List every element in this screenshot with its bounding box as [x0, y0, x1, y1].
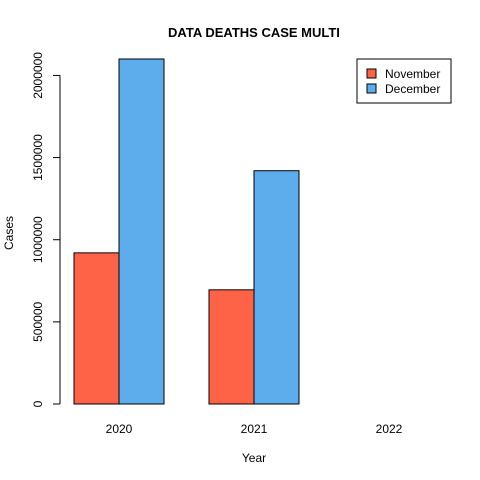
legend-swatch-december [366, 83, 377, 94]
x-axis: 2020 2021 2022 [106, 422, 403, 436]
y-tick-label: 0 [31, 400, 45, 407]
bar-november-2021 [208, 289, 255, 405]
x-tick-label: 2020 [106, 422, 133, 436]
bar-november-2020 [73, 252, 120, 405]
x-axis-label: Year [242, 451, 266, 465]
legend-label-november: November [385, 67, 440, 81]
bar-december-2021 [253, 170, 300, 405]
x-tick-label: 2022 [376, 422, 403, 436]
y-tick-label: 500000 [31, 302, 45, 342]
legend-box [356, 58, 452, 104]
y-tick-label: 2000000 [31, 52, 45, 99]
y-tick-label: 1500000 [31, 134, 45, 181]
bar-december-2020 [118, 58, 165, 405]
chart-title: DATA DEATHS CASE MULTI [168, 25, 340, 40]
legend-label-december: December [385, 82, 440, 96]
legend: November December [356, 58, 452, 104]
bars-group [73, 58, 300, 405]
y-tick-label: 1000000 [31, 216, 45, 263]
y-axis: 0 500000 1000000 1500000 2000000 [31, 52, 61, 407]
legend-swatch-november [366, 68, 377, 79]
x-tick-label: 2021 [241, 422, 268, 436]
y-axis-label: Cases [2, 216, 16, 250]
